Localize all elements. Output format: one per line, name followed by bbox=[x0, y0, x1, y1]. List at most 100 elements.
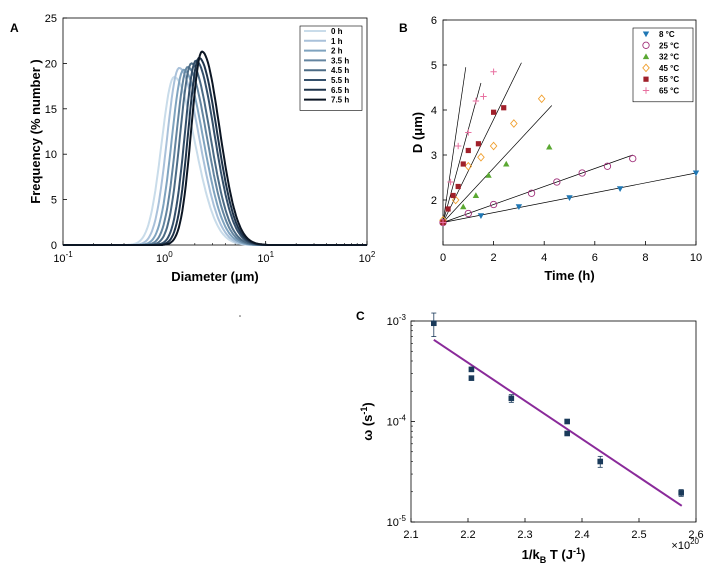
data-point bbox=[629, 154, 637, 163]
x-tick-label: 2 bbox=[491, 252, 497, 264]
x-tick-label: 10-1 bbox=[53, 250, 73, 265]
data-point bbox=[597, 458, 604, 465]
y-tick-label: 4 bbox=[431, 105, 437, 117]
y-axis-label: ω (s-1) bbox=[359, 402, 375, 441]
data-point bbox=[460, 161, 466, 167]
data-point bbox=[465, 147, 471, 154]
x-tick-label: 6 bbox=[592, 252, 598, 264]
fit-line bbox=[442, 62, 522, 223]
y-tick-label: 0 bbox=[51, 240, 57, 252]
data-point bbox=[489, 200, 498, 209]
data-point bbox=[503, 160, 510, 167]
data-point bbox=[578, 169, 586, 177]
data-point bbox=[566, 195, 573, 201]
x-tick-label: 2.1 bbox=[403, 529, 418, 541]
data-point bbox=[527, 189, 536, 197]
y-tick-label: 10-5 bbox=[387, 514, 407, 529]
data-point bbox=[472, 192, 480, 199]
y-tick-label: 10-4 bbox=[387, 414, 407, 429]
data-point bbox=[475, 141, 482, 147]
x-tick-label: 2.6 bbox=[688, 529, 703, 541]
x-tick-label: 102 bbox=[359, 250, 376, 265]
data-point bbox=[678, 490, 684, 496]
y-tick-label: 2 bbox=[431, 195, 437, 207]
x-tick-label: 4 bbox=[541, 252, 547, 264]
legend-label: 6.5 h bbox=[331, 86, 349, 95]
chart-a: 10-1 100 101 102 0 5 10 15 20 25 Diameter (μm) Freq… bbox=[28, 13, 376, 284]
legend-label: 25 °C bbox=[659, 41, 679, 50]
x-tick-label: 0 bbox=[440, 252, 446, 264]
data-point bbox=[450, 192, 456, 199]
data-point bbox=[603, 162, 612, 170]
data-point bbox=[447, 178, 454, 186]
fit-line bbox=[442, 67, 467, 223]
legend-label: 8 °C bbox=[659, 30, 675, 39]
data-point bbox=[445, 206, 451, 212]
data-point bbox=[546, 143, 553, 150]
data-point bbox=[515, 204, 523, 210]
legend-label: 4.5 h bbox=[331, 66, 349, 75]
data-point bbox=[464, 209, 472, 218]
x-axis-label: Time (h) bbox=[544, 268, 594, 283]
x-tick-label: 2.5 bbox=[631, 529, 646, 541]
legend-marker bbox=[643, 76, 649, 82]
data-point bbox=[431, 320, 437, 327]
fit-line bbox=[442, 154, 633, 223]
legend-label: 45 °C bbox=[659, 64, 679, 73]
data-point bbox=[455, 183, 461, 190]
x-tick-label: 8 bbox=[642, 252, 648, 264]
data-point bbox=[472, 97, 480, 105]
data-point bbox=[490, 68, 497, 75]
fit-line bbox=[433, 338, 683, 507]
data-point bbox=[616, 186, 624, 192]
x-tick-label: 100 bbox=[156, 250, 173, 265]
y-tick-label: 25 bbox=[45, 13, 57, 25]
data-point bbox=[485, 172, 492, 178]
chart-c: 2.1 2.2 2.3 2.4 2.5 2.6 10-5 10-4 10-3 1/kB T (J-… bbox=[359, 312, 704, 565]
y-tick-label: 3 bbox=[431, 150, 437, 162]
y-tick-label: 10-3 bbox=[387, 313, 407, 328]
legend-marker bbox=[642, 53, 650, 60]
data-point bbox=[460, 203, 467, 210]
legend-marker bbox=[642, 87, 650, 94]
legend-marker bbox=[642, 63, 650, 73]
data-point bbox=[489, 141, 498, 151]
legend-label: 0 h bbox=[331, 27, 343, 36]
panel-label-b: B bbox=[399, 21, 408, 35]
x-tick-label: 10 bbox=[690, 252, 702, 264]
data-point bbox=[692, 170, 700, 177]
legend-label: 1 h bbox=[331, 37, 343, 46]
data-point bbox=[501, 105, 507, 111]
x-tick-label: 101 bbox=[257, 250, 274, 265]
legend-label: 3.5 h bbox=[331, 56, 349, 65]
data-point bbox=[477, 213, 485, 219]
data-point bbox=[468, 375, 475, 381]
series-line bbox=[63, 50, 367, 246]
y-tick-label: 15 bbox=[45, 104, 57, 116]
x-tick-label: 2.4 bbox=[574, 529, 589, 541]
y-tick-label: 5 bbox=[51, 195, 57, 207]
panel-label-a: A bbox=[10, 21, 19, 35]
legend-label: 55 °C bbox=[659, 75, 679, 84]
legend-label: 2 h bbox=[331, 47, 343, 56]
legend-marker bbox=[642, 31, 650, 38]
legend-label: 5.5 h bbox=[331, 76, 349, 85]
x-tick-label: 2.3 bbox=[517, 529, 532, 541]
data-point bbox=[465, 129, 472, 136]
fit-line bbox=[442, 105, 553, 223]
data-point bbox=[508, 395, 515, 402]
data-point bbox=[537, 94, 546, 104]
y-tick-label: 20 bbox=[45, 58, 57, 70]
data-point bbox=[451, 195, 460, 205]
chart-b: 0 2 4 6 8 10 2 3 4 5 6 Time (h) D (μm) 8 °C 25 °C 32 °C… bbox=[410, 15, 702, 283]
x-axis-label: Diameter (μm) bbox=[171, 269, 258, 284]
data-point bbox=[464, 161, 473, 171]
data-point bbox=[564, 430, 570, 437]
plot-frame-a bbox=[62, 17, 368, 246]
legend-label: 7.5 h bbox=[331, 96, 349, 105]
plot-frame-c bbox=[410, 320, 697, 523]
data-point bbox=[468, 366, 475, 373]
data-point bbox=[564, 418, 570, 425]
stray-dot bbox=[239, 315, 241, 317]
